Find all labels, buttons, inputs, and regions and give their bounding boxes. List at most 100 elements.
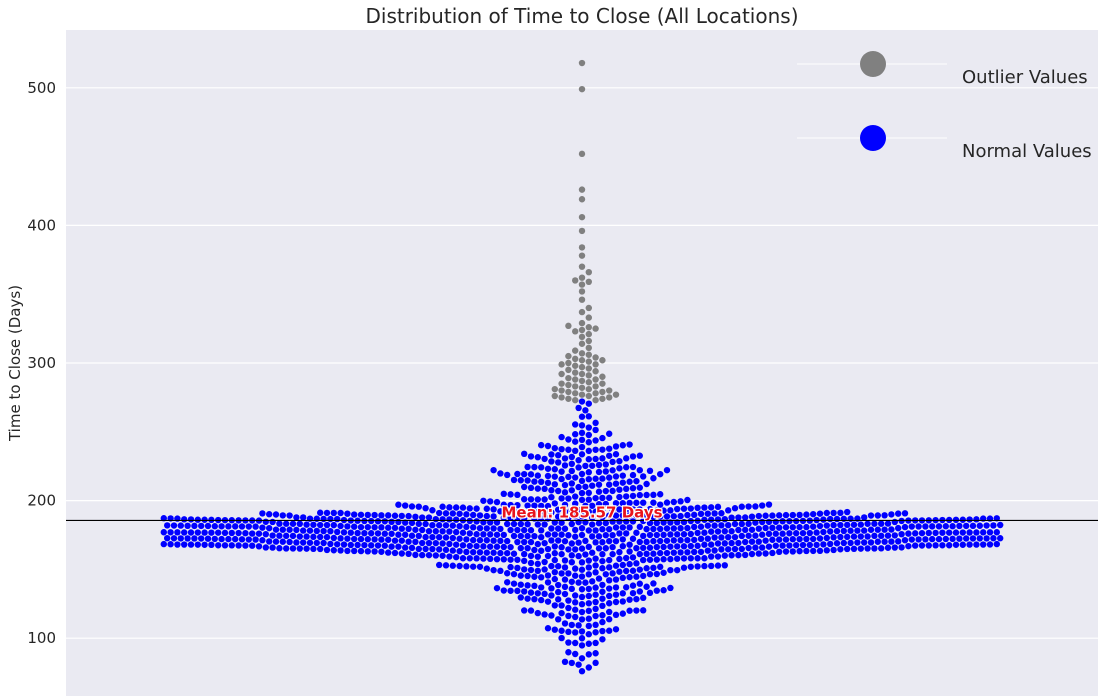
normal-point — [218, 535, 225, 543]
normal-point — [731, 533, 739, 541]
normal-point — [555, 513, 562, 520]
normal-point — [164, 534, 171, 542]
normal-point — [470, 524, 477, 531]
normal-point — [616, 530, 623, 537]
normal-point — [561, 501, 569, 508]
normal-point — [374, 530, 382, 537]
normal-point — [626, 478, 633, 485]
normal-point — [568, 506, 575, 513]
normal-point — [888, 538, 895, 545]
normal-point — [568, 480, 575, 487]
normal-point — [286, 538, 293, 546]
normal-point — [395, 531, 402, 538]
normal-point — [721, 528, 728, 535]
normal-point — [612, 480, 620, 487]
normal-point — [708, 553, 715, 560]
normal-point — [575, 579, 582, 586]
normal-point — [432, 539, 439, 547]
normal-point — [531, 582, 538, 590]
normal-point — [837, 533, 844, 541]
normal-point — [198, 535, 205, 542]
outlier-point — [558, 361, 565, 368]
normal-point — [517, 544, 524, 552]
normal-point — [759, 544, 766, 551]
normal-point — [187, 529, 195, 536]
normal-point — [738, 503, 745, 510]
normal-point — [677, 549, 684, 556]
normal-point — [895, 510, 902, 517]
normal-point — [551, 602, 558, 609]
normal-point — [650, 499, 657, 506]
normal-point — [555, 596, 562, 603]
outlier-point — [599, 373, 606, 380]
normal-point — [922, 536, 929, 543]
normal-point — [487, 498, 494, 505]
normal-point — [524, 532, 531, 540]
normal-point — [541, 485, 548, 493]
normal-point — [548, 487, 555, 494]
normal-point — [289, 520, 297, 527]
normal-point — [500, 514, 507, 521]
normal-point — [636, 588, 643, 595]
normal-point — [218, 523, 225, 530]
normal-point — [602, 487, 609, 495]
normal-point — [850, 545, 858, 552]
normal-point — [541, 566, 548, 573]
normal-point — [283, 532, 290, 540]
normal-point — [453, 528, 460, 536]
chart-title: Distribution of Time to Close (All Locat… — [365, 4, 798, 28]
normal-point — [619, 543, 626, 550]
normal-point — [279, 526, 286, 533]
normal-point — [572, 613, 579, 621]
outlier-point — [585, 385, 592, 393]
normal-point — [762, 512, 769, 519]
normal-point — [323, 533, 331, 541]
normal-point — [266, 538, 273, 545]
normal-point — [697, 523, 705, 530]
outlier-point — [578, 391, 586, 398]
normal-point — [935, 535, 943, 543]
normal-point — [541, 455, 548, 463]
normal-point — [327, 527, 334, 535]
normal-point — [908, 536, 915, 543]
normal-point — [694, 529, 701, 537]
normal-point — [837, 509, 844, 516]
normal-point — [578, 477, 586, 485]
normal-point — [912, 530, 919, 537]
normal-point — [956, 522, 963, 530]
normal-point — [592, 584, 599, 591]
normal-point — [442, 546, 450, 554]
normal-point — [544, 472, 552, 480]
normal-point — [204, 535, 212, 542]
normal-point — [619, 590, 626, 597]
normal-point — [500, 543, 507, 551]
normal-point — [408, 503, 416, 510]
normal-point — [612, 451, 620, 458]
normal-point — [599, 494, 606, 502]
normal-point — [595, 520, 603, 527]
normal-point — [572, 650, 579, 658]
normal-point — [415, 532, 422, 540]
normal-point — [572, 431, 579, 438]
normal-point — [572, 421, 579, 428]
normal-point — [725, 522, 732, 529]
normal-point — [606, 512, 613, 519]
normal-point — [541, 521, 548, 528]
normal-point — [558, 570, 565, 577]
normal-point — [466, 530, 473, 537]
normal-point — [925, 542, 932, 549]
normal-point — [575, 404, 582, 412]
normal-point — [680, 518, 688, 526]
normal-point — [510, 508, 518, 515]
normal-point — [181, 541, 188, 548]
normal-point — [745, 503, 752, 510]
normal-point — [538, 574, 545, 581]
normal-point — [415, 545, 422, 553]
normal-point — [575, 464, 582, 471]
normal-point — [888, 511, 895, 518]
normal-point — [507, 556, 514, 563]
normal-point — [415, 520, 422, 528]
normal-point — [215, 542, 222, 549]
normal-point — [585, 640, 592, 647]
